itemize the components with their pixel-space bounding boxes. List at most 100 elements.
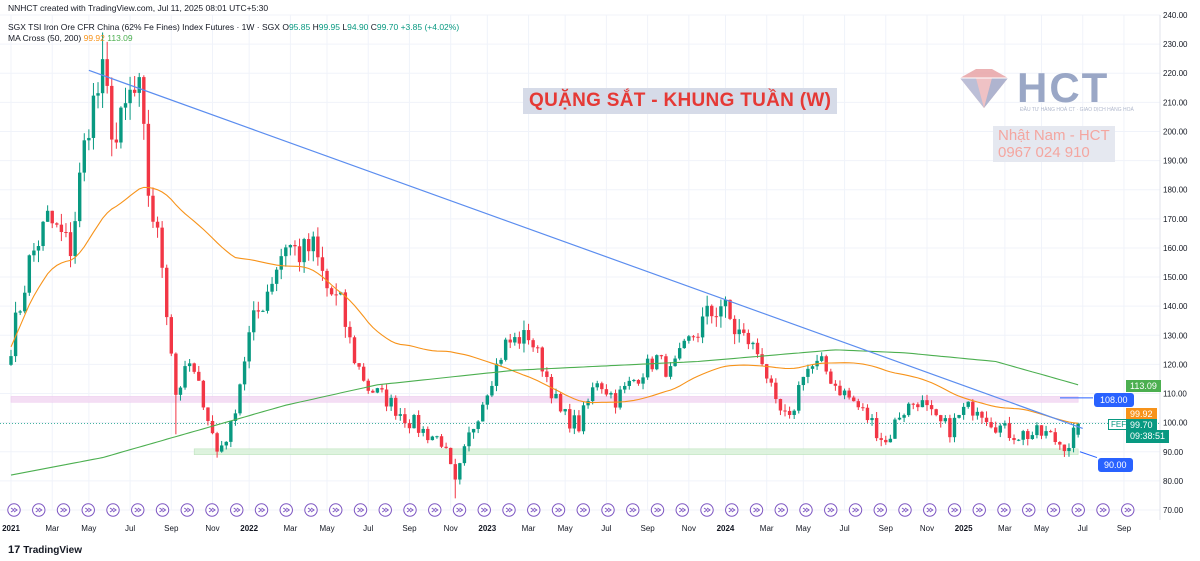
candle-body: [934, 409, 938, 416]
candle-body: [503, 339, 508, 360]
candle-body: [334, 294, 338, 296]
event-marker-icon[interactable]: [106, 503, 120, 517]
candle-body: [110, 85, 114, 140]
price-axis-tick: 150.00: [1163, 273, 1188, 282]
time-axis-tick: Mar: [45, 524, 59, 533]
event-marker-icon[interactable]: [205, 503, 219, 517]
event-marker-icon[interactable]: [997, 503, 1011, 517]
candle-body: [430, 436, 435, 441]
event-marker-icon[interactable]: [155, 503, 170, 517]
event-marker-icon[interactable]: [551, 503, 566, 517]
candle-body: [568, 409, 572, 429]
candle-body: [105, 59, 109, 86]
event-marker-icon[interactable]: [230, 503, 244, 517]
event-marker-icon[interactable]: [749, 503, 764, 517]
candle-body: [82, 140, 86, 173]
candle-body: [774, 382, 778, 400]
candle-body: [256, 310, 261, 312]
candle-body: [366, 380, 370, 391]
event-marker-icon[interactable]: [502, 503, 516, 517]
event-marker-icon[interactable]: [824, 503, 838, 517]
event-marker-icon[interactable]: [131, 503, 145, 517]
event-marker-icon[interactable]: [898, 503, 912, 517]
candle-body: [32, 250, 36, 256]
event-marker-icon[interactable]: [329, 503, 343, 517]
event-marker-icon[interactable]: [799, 503, 813, 517]
candle-body: [343, 292, 348, 327]
event-marker-icon[interactable]: [972, 503, 986, 517]
candle-body: [641, 377, 645, 384]
event-marker-icon[interactable]: [428, 503, 442, 517]
event-marker-icon[interactable]: [180, 503, 194, 517]
candle-body: [888, 438, 893, 443]
event-marker-icon[interactable]: [1096, 503, 1110, 517]
event-marker-icon[interactable]: [626, 503, 640, 517]
event-marker-icon[interactable]: [452, 503, 467, 517]
price-axis-tick: 230.00: [1163, 40, 1188, 49]
event-marker-icon[interactable]: [1121, 503, 1135, 517]
candle-body: [975, 411, 980, 416]
event-marker-icon[interactable]: [774, 503, 788, 517]
event-marker-icon[interactable]: [56, 503, 71, 517]
time-axis-tick: 2024: [717, 524, 735, 533]
event-marker-icon[interactable]: [725, 503, 739, 517]
time-axis-tick: May: [558, 524, 573, 533]
ma-legend[interactable]: MA Cross (50, 200) 99.92 113.09: [8, 33, 133, 43]
candle-body: [403, 414, 407, 424]
event-marker-icon[interactable]: [1071, 503, 1085, 517]
time-axis-tick: 2023: [478, 524, 496, 533]
event-marker-icon[interactable]: [1046, 503, 1061, 517]
event-marker-icon[interactable]: [576, 503, 590, 517]
last-price-tag: 99.70: [1126, 419, 1157, 431]
candle-body: [1076, 423, 1080, 435]
event-marker-icon[interactable]: [403, 503, 417, 517]
candle-body: [444, 446, 448, 448]
candle-body: [114, 139, 119, 143]
candle-body: [980, 411, 984, 418]
resistance-callout[interactable]: 108.00: [1094, 393, 1134, 407]
chart-title-banner: QUẶNG SẮT - KHUNG TUẦN (W): [523, 88, 838, 114]
event-marker-icon[interactable]: [527, 503, 541, 517]
price-axis-tick: 90.00: [1163, 448, 1184, 457]
event-marker-icon[interactable]: [353, 503, 368, 517]
support-callout[interactable]: 90.00: [1098, 458, 1133, 472]
candle-body: [13, 312, 18, 357]
event-marker-icon[interactable]: [923, 503, 937, 517]
event-marker-icon[interactable]: [81, 503, 95, 517]
event-marker-icon[interactable]: [477, 503, 491, 517]
event-marker-icon[interactable]: [650, 503, 665, 517]
event-marker-icon[interactable]: [254, 503, 269, 517]
event-marker-icon[interactable]: [947, 503, 962, 517]
event-marker-icon[interactable]: [32, 503, 46, 517]
event-marker-icon[interactable]: [873, 503, 887, 517]
candle-body: [852, 397, 856, 402]
event-marker-icon[interactable]: [279, 503, 293, 517]
candle-body: [856, 401, 860, 408]
ohlc-open-label: O: [282, 22, 289, 32]
event-marker-icon[interactable]: [378, 503, 392, 517]
candle-body: [192, 363, 196, 372]
event-marker-icon[interactable]: [304, 503, 318, 517]
event-marker-icon[interactable]: [700, 503, 714, 517]
event-marker-icon[interactable]: [7, 503, 21, 517]
candle-body: [842, 390, 847, 396]
event-marker-icon[interactable]: [675, 503, 689, 517]
ohlc-change: +3.85 (+4.02%): [400, 22, 460, 32]
candle-body: [311, 236, 315, 252]
candle-body: [320, 257, 325, 271]
candle-body: [1044, 431, 1048, 436]
candle-body: [187, 363, 192, 367]
candle-body: [284, 247, 288, 257]
event-marker-icon[interactable]: [1022, 503, 1036, 517]
candle-body: [421, 428, 425, 433]
symbol-legend[interactable]: SGX TSI Iron Ore CFR China (62% Fe Fines…: [8, 22, 459, 32]
tradingview-brand[interactable]: 17 TradingView: [8, 544, 82, 556]
candle-body: [155, 221, 160, 228]
event-marker-icon[interactable]: [848, 503, 863, 517]
candle-body: [297, 246, 302, 263]
candle-body: [554, 393, 558, 399]
candle-body: [357, 363, 361, 367]
event-marker-icon[interactable]: [601, 503, 615, 517]
candle-body: [1071, 427, 1076, 448]
